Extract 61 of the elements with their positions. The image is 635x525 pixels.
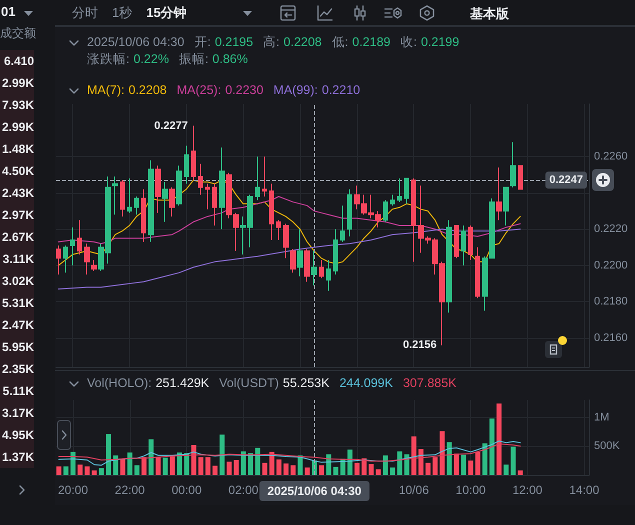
annotation: 0.2156 bbox=[402, 339, 437, 352]
y-tick-label: 0.2220 bbox=[594, 223, 628, 236]
ref-line-label: 2025/10/06 04:30 bbox=[267, 484, 362, 498]
text: 307.885K bbox=[402, 376, 457, 390]
text: 5.95K bbox=[2, 340, 34, 354]
text: 0.2208 bbox=[128, 83, 167, 97]
text: 0.2230 bbox=[225, 83, 264, 97]
text: 244.099K bbox=[339, 376, 393, 390]
text: MA(99): bbox=[273, 83, 318, 97]
text: 1秒 bbox=[112, 4, 132, 22]
text: 2.43K bbox=[2, 186, 34, 200]
text: Vol(HOLO): 251.429K bbox=[87, 376, 210, 390]
y-tick-label: 500K bbox=[594, 440, 620, 452]
text: 开: 0.2195 bbox=[194, 35, 254, 49]
text: MA(7): bbox=[87, 83, 124, 97]
x-tick-label: 10:00 bbox=[456, 483, 486, 497]
y-tick-label: 0.2200 bbox=[594, 259, 628, 272]
text: 1.37K bbox=[2, 450, 34, 464]
text: 基本版 bbox=[470, 5, 509, 23]
text: 7.93K bbox=[2, 98, 34, 112]
text: 5.31K bbox=[2, 296, 34, 310]
x-tick-label: 02:00 bbox=[228, 483, 259, 497]
text: 01 bbox=[1, 4, 16, 19]
text: 3.17K bbox=[2, 406, 34, 420]
text: 分时 bbox=[72, 4, 98, 22]
y-tick-label: 0.2180 bbox=[594, 296, 628, 308]
text: 振幅: 0.86% bbox=[178, 52, 248, 66]
text: 涨跌幅: 0.22% bbox=[87, 52, 169, 66]
x-tick-label: 20:00 bbox=[58, 483, 88, 497]
x-tick-label: 12:00 bbox=[512, 483, 543, 497]
text: 2.97K bbox=[2, 208, 34, 222]
text: 6.410 bbox=[4, 54, 34, 68]
y-tick-label: 0.2260 bbox=[594, 150, 628, 163]
text: 0.2210 bbox=[322, 83, 360, 97]
text: 1.48K bbox=[2, 142, 34, 156]
text: 15分钟 bbox=[146, 4, 187, 22]
text: 3.02K bbox=[2, 274, 34, 288]
text: 低: 0.2189 bbox=[332, 35, 390, 49]
text: 成交额 bbox=[0, 25, 36, 42]
text: Vol(USDT) 55.253K bbox=[219, 376, 330, 390]
text: 2.67K bbox=[2, 230, 34, 244]
text: MA(25): bbox=[176, 83, 222, 97]
ref-line-label: 0.2247 bbox=[549, 174, 583, 186]
text: 3.11K bbox=[2, 252, 34, 266]
text: 2.35K bbox=[2, 362, 34, 376]
x-tick-label: 10/06 bbox=[398, 483, 430, 497]
text: 高: 0.2208 bbox=[263, 35, 322, 49]
y-tick-label: 0.2160 bbox=[594, 332, 628, 344]
text: 2.47K bbox=[2, 318, 34, 332]
x-tick-label: 00:00 bbox=[172, 483, 202, 497]
annotation: 0.2277 bbox=[154, 120, 188, 132]
x-tick-label: 22:00 bbox=[114, 483, 146, 497]
text: 5.11K bbox=[2, 384, 34, 398]
x-tick-label: 14:00 bbox=[569, 483, 600, 497]
y-tick-label: 1M bbox=[594, 411, 610, 424]
text: 2.99K bbox=[2, 120, 34, 134]
text: 4.50K bbox=[2, 164, 34, 178]
text: 4.95K bbox=[2, 428, 34, 442]
text: 2.99K bbox=[2, 76, 34, 90]
text: 2025/10/06 04:30 bbox=[87, 35, 184, 49]
text: 收: 0.2199 bbox=[400, 35, 460, 49]
